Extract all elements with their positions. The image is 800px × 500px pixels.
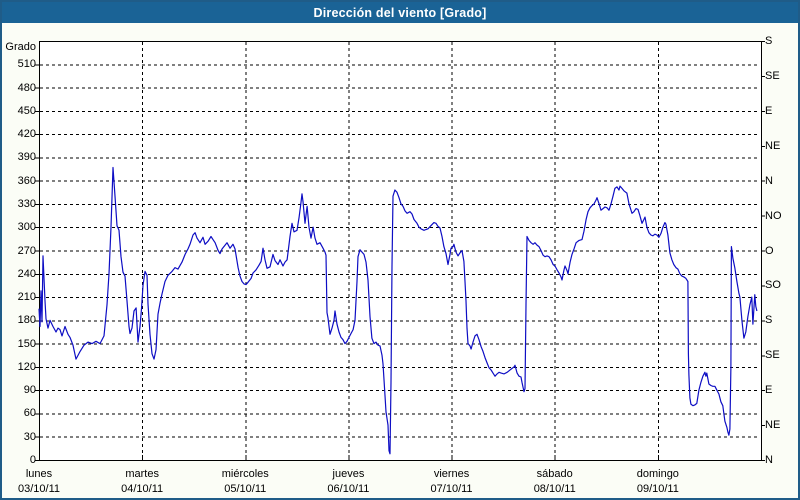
chart-canvas: [35, 41, 765, 461]
compass-label: E: [765, 104, 773, 117]
window-titlebar: Dirección del viento [Grado]: [2, 2, 798, 23]
y-axis-tick-label: 120: [17, 360, 36, 373]
compass-label: N: [765, 454, 773, 466]
day-name-label: domingo: [636, 468, 679, 480]
y-axis-tick-label: 420: [17, 128, 36, 141]
day-date-label: 06/10/11: [327, 483, 370, 495]
day-name-label: martes: [125, 468, 159, 480]
compass-label: N: [765, 174, 773, 187]
day-name-label: lunes: [25, 468, 53, 480]
day-date-label: 09/10/11: [636, 483, 679, 495]
day-name-label: jueves: [332, 468, 365, 480]
day-name-label: viernes: [433, 468, 470, 480]
compass-label: NO: [765, 209, 782, 222]
y-axis-tick-label: 180: [17, 314, 36, 327]
compass-label: E: [765, 384, 773, 397]
y-axis-tick-label: 60: [23, 407, 36, 420]
y-axis-tick-label: 210: [17, 291, 36, 304]
y-axis-tick-label: 510: [17, 58, 36, 71]
day-date-label: 07/10/11: [430, 483, 473, 495]
compass-label: SE: [765, 69, 780, 82]
y-axis-tick-label: 300: [17, 221, 36, 234]
y-axis-tick-label: 480: [17, 81, 36, 94]
day-date-label: 03/10/11: [17, 483, 60, 495]
day-date-label: 05/10/11: [224, 483, 267, 495]
day-date-label: 08/10/11: [533, 483, 576, 495]
compass-label: NE: [765, 139, 781, 152]
y-axis-tick-label: 330: [17, 197, 36, 210]
y-axis-title: Grado: [5, 41, 36, 53]
y-axis-tick-label: 360: [17, 174, 36, 187]
y-axis-tick-label: 0: [29, 454, 36, 466]
y-axis-tick-label: 450: [17, 104, 36, 117]
window-title: Dirección del viento [Grado]: [313, 5, 487, 20]
y-axis-tick-label: 240: [17, 267, 36, 280]
y-axis-tick-label: 90: [23, 384, 36, 397]
compass-label: O: [765, 244, 774, 257]
compass-label: S: [765, 314, 773, 327]
compass-label: SE: [765, 349, 780, 362]
y-axis-tick-label: 150: [17, 337, 36, 350]
day-name-label: sábado: [536, 468, 573, 480]
chart-area: Grado 0 30 60 90 120 150 180 210 240 270 300 330 360 3…: [2, 23, 798, 498]
y-axis-tick-label: 30: [23, 430, 36, 443]
wind-direction-line: [38, 166, 758, 455]
compass-label: SO: [765, 279, 781, 292]
axis-labels-layer: Grado 0 30 60 90 120 150 180 210 240 270 300 330 360 3…: [2, 23, 798, 498]
y-axis-tick-label: 390: [17, 151, 36, 164]
day-name-label: miércoles: [221, 468, 269, 480]
compass-label: S: [765, 35, 773, 47]
compass-label: NE: [765, 419, 781, 432]
y-axis-tick-label: 270: [17, 244, 36, 257]
day-date-label: 04/10/11: [121, 483, 164, 495]
